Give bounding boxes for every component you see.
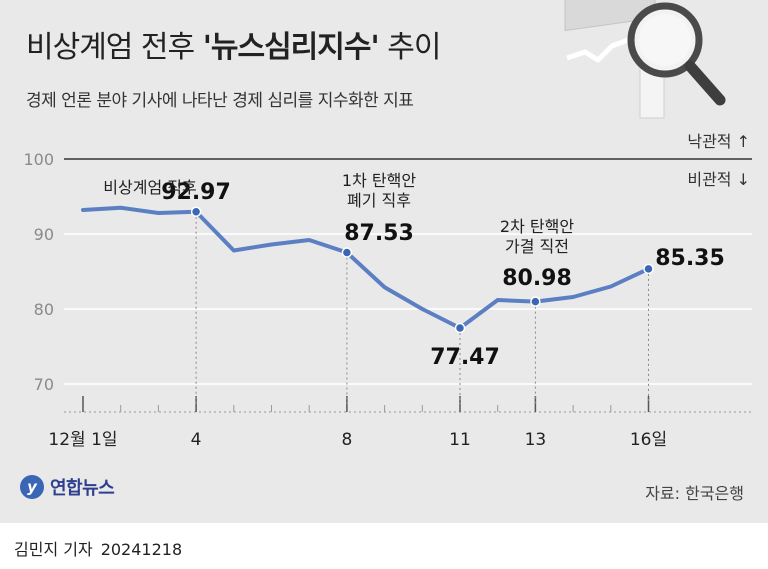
title-highlight: '뉴스심리지수'	[202, 30, 380, 65]
chart-title: 비상계엄 전후 '뉴스심리지수' 추이	[26, 22, 441, 66]
x-tick-label: 12월 1일	[48, 430, 117, 450]
chart-panel: 비상계엄 전후 '뉴스심리지수' 추이 경제 언론 분야 기사에 나타난 경제 …	[0, 0, 768, 523]
title-prefix: 비상계엄 전후	[26, 30, 195, 65]
y-tick-label: 80	[34, 300, 54, 319]
data-value-label: 80.98	[502, 266, 572, 291]
x-tick-label: 16일	[630, 430, 667, 450]
yonhap-logo: y 연합뉴스	[20, 474, 115, 500]
optimistic-label: 낙관적 ↑	[687, 132, 750, 151]
data-point	[341, 247, 353, 258]
data-value-label: 85.35	[655, 246, 725, 271]
annotation-note: 비상계엄 직후	[103, 178, 196, 197]
annotation-note: 1차 탄핵안	[342, 171, 416, 190]
annotation-note: 폐기 직후	[347, 191, 411, 210]
data-point	[190, 206, 202, 217]
data-value-label: 92.97	[161, 180, 231, 205]
y-tick-label: 70	[34, 375, 54, 394]
x-tick-label: 13	[525, 430, 547, 450]
logo-text: 연합뉴스	[50, 478, 115, 499]
data-point	[454, 322, 466, 334]
chart-subtitle: 경제 언론 분야 기사에 나타난 경제 심리를 지수화한 지표	[26, 91, 414, 111]
y-tick-label: 100	[23, 150, 54, 169]
annotation-note: 2차 탄핵안	[500, 217, 574, 236]
x-tick-label: 11	[449, 430, 471, 450]
news-sentiment-chart: 70 80 90 100 낙관적 ↑ 비관적 ↓ 12월 1일 4 8 11 13 16일 92.9…	[23, 0, 752, 450]
pessimistic-label: 비관적 ↓	[687, 170, 750, 189]
source-note: 자료: 한국은행	[645, 484, 744, 503]
credit-name: 김민지 기자	[14, 540, 93, 559]
series-line	[81, 205, 651, 330]
y-tick-label: 90	[34, 225, 54, 244]
magnifier-illustration-icon	[564, 0, 726, 119]
data-point	[643, 263, 654, 275]
x-tick-label: 8	[341, 430, 352, 450]
data-point	[530, 296, 541, 307]
data-value-label: 77.47	[430, 345, 500, 370]
credit-date: 20241218	[100, 540, 183, 559]
data-value-label: 87.53	[344, 221, 414, 246]
title-suffix: 추이	[387, 30, 441, 65]
annotation-note: 가결 직전	[505, 237, 569, 256]
yonhap-logo-icon: y	[20, 475, 44, 499]
credit-line: 김민지 기자 20241218	[14, 536, 182, 560]
x-tick-label: 4	[191, 430, 202, 450]
